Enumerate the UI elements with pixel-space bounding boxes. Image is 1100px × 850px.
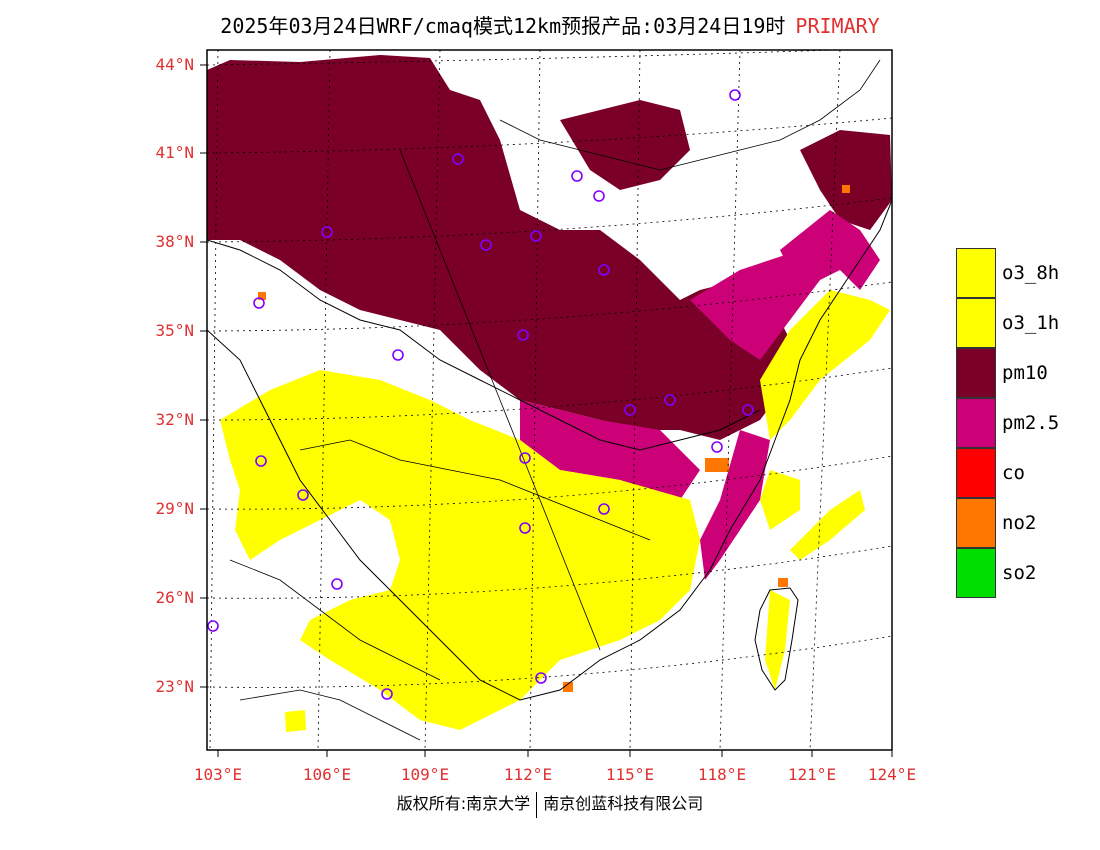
o3-region xyxy=(760,470,800,530)
legend-label: pm10 xyxy=(1002,362,1048,384)
no2-spot xyxy=(778,578,788,587)
copyright-company: 南京创蓝科技有限公司 xyxy=(543,794,704,813)
pm10-region xyxy=(207,55,790,440)
legend-swatch xyxy=(956,248,996,298)
pm25-region xyxy=(780,210,880,290)
boundary-line xyxy=(399,149,601,651)
lon-label: 124°E xyxy=(867,765,917,784)
legend-label: so2 xyxy=(1002,562,1037,584)
legend-swatch xyxy=(956,498,996,548)
lat-label: 26°N xyxy=(155,588,194,607)
graticule xyxy=(207,50,892,750)
lon-label: 112°E xyxy=(503,765,553,784)
boundary-line xyxy=(299,439,651,541)
lon-label: 115°E xyxy=(605,765,655,784)
lat-label: 29°N xyxy=(155,499,194,518)
no2-spot xyxy=(563,682,573,692)
no2-spot xyxy=(705,458,729,472)
legend-label: co xyxy=(1002,462,1025,484)
legend-label: o3_8h xyxy=(1002,262,1060,284)
no2-spot xyxy=(258,292,266,300)
pm25-region xyxy=(700,430,770,580)
legend-swatch xyxy=(956,548,996,598)
pm25-region xyxy=(690,250,820,360)
lon-label: 118°E xyxy=(697,765,747,784)
copyright-owner: 版权所有:南京大学 xyxy=(396,794,531,813)
pm10-region xyxy=(800,130,892,230)
boundary-line xyxy=(207,199,892,701)
lon-label: 103°E xyxy=(193,765,243,784)
lat-label: 41°N xyxy=(155,143,194,162)
footer-divider xyxy=(536,791,538,818)
o3-region xyxy=(790,490,865,560)
legend-label: no2 xyxy=(1002,512,1037,534)
title-text: 2025年03月24日WRF/cmaq模式12km预报产品:03月24日19时 xyxy=(220,14,786,38)
lat-label: 44°N xyxy=(155,55,194,74)
o3-region xyxy=(220,370,700,730)
pm10-region xyxy=(560,100,690,190)
boundary-line xyxy=(207,239,761,451)
copyright-footer: 版权所有:南京大学 南京创蓝科技有限公司 xyxy=(0,790,1100,818)
title-tag: PRIMARY xyxy=(795,14,880,38)
legend-swatch xyxy=(956,298,996,348)
lon-label: 121°E xyxy=(787,765,837,784)
boundary-line xyxy=(499,59,881,171)
island-outline xyxy=(754,587,799,691)
monitoring-sites xyxy=(207,89,754,700)
legend-label: pm2.5 xyxy=(1002,412,1060,434)
o3-region xyxy=(760,290,890,440)
o3-region xyxy=(765,590,790,690)
lon-label: 106°E xyxy=(302,765,352,784)
map-frame xyxy=(206,49,893,751)
legend-label: o3_1h xyxy=(1002,312,1060,334)
lat-label: 32°N xyxy=(155,410,194,429)
lat-label: 38°N xyxy=(155,232,194,251)
legend-swatch xyxy=(956,448,996,498)
pm25-region xyxy=(520,400,700,500)
boundary-line xyxy=(239,689,421,741)
lat-label: 35°N xyxy=(155,321,194,340)
legend-swatch xyxy=(956,348,996,398)
legend-swatch xyxy=(956,398,996,448)
map-title: 2025年03月24日WRF/cmaq模式12km预报产品:03月24日19时 P… xyxy=(0,10,1100,39)
axis-ticks xyxy=(200,64,893,757)
o3-region xyxy=(285,710,306,732)
boundary-line xyxy=(229,559,441,681)
no2-spot xyxy=(842,185,850,193)
lon-label: 109°E xyxy=(400,765,450,784)
lat-label: 23°N xyxy=(155,677,194,696)
